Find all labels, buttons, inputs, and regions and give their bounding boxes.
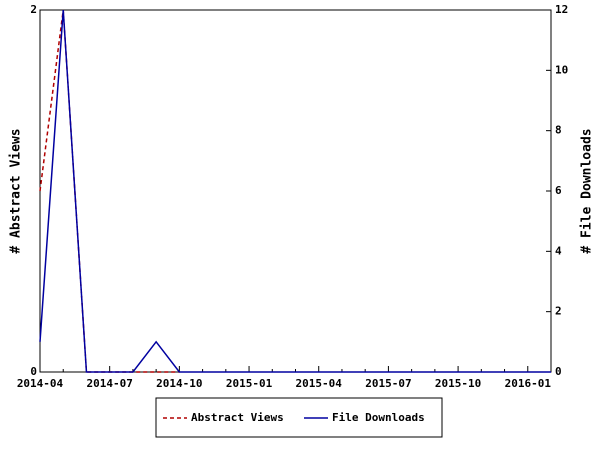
y2-tick-label: 8 <box>555 124 562 137</box>
x-tick-label: 2014-10 <box>156 377 202 390</box>
y2-tick-label: 2 <box>555 305 562 318</box>
x-tick-label: 2015-01 <box>226 377 273 390</box>
y2-tick-label: 10 <box>555 63 568 76</box>
plot-frame <box>39 9 552 373</box>
legend-box <box>155 397 443 438</box>
x-tick-label: 2014-04 <box>17 377 64 390</box>
series-line <box>39 9 551 373</box>
y2-tick-label: 6 <box>555 184 562 197</box>
y2-tick-label: 4 <box>555 244 562 257</box>
x-tick-label: 2015-10 <box>435 377 481 390</box>
y2-tick-label: 12 <box>555 3 568 16</box>
y2-axis-label: # File Downloads <box>580 128 595 253</box>
x-tick-label: 2014-07 <box>87 377 133 390</box>
y-tick-label: 2 <box>30 3 37 16</box>
x-tick-label: 2015-04 <box>296 377 343 390</box>
y2-tick-label: 0 <box>555 365 562 378</box>
x-tick-label: 2015-07 <box>365 377 411 390</box>
legend-label: File Downloads <box>332 411 425 424</box>
x-tick-label: 2016-01 <box>505 377 552 390</box>
y-tick-label: 0 <box>30 365 37 378</box>
legend-label: Abstract Views <box>191 411 284 424</box>
y-axis-label: # Abstract Views <box>9 128 24 253</box>
series-line <box>39 9 180 373</box>
